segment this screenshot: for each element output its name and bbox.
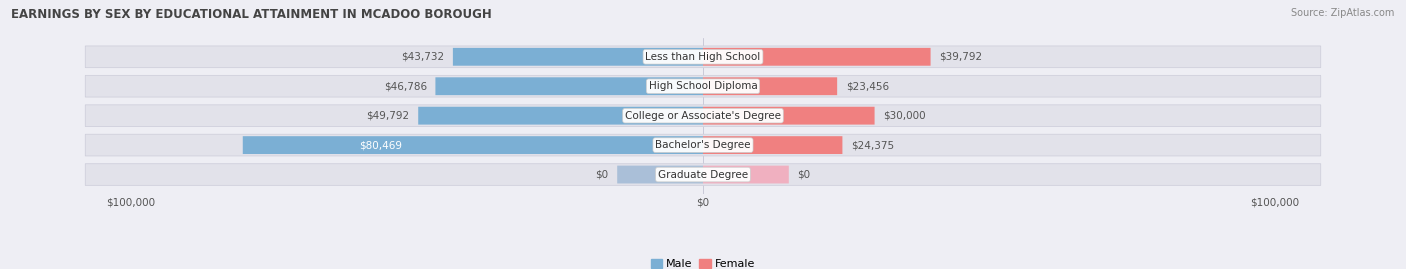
FancyBboxPatch shape [86,75,1320,97]
Text: Bachelor's Degree: Bachelor's Degree [655,140,751,150]
FancyBboxPatch shape [243,136,703,154]
Text: $23,456: $23,456 [846,81,889,91]
Text: EARNINGS BY SEX BY EDUCATIONAL ATTAINMENT IN MCADOO BOROUGH: EARNINGS BY SEX BY EDUCATIONAL ATTAINMEN… [11,8,492,21]
FancyBboxPatch shape [418,107,703,125]
Text: College or Associate's Degree: College or Associate's Degree [626,111,780,121]
FancyBboxPatch shape [436,77,703,95]
Text: $0: $0 [797,169,810,179]
FancyBboxPatch shape [86,134,1320,156]
Text: $24,375: $24,375 [851,140,894,150]
Text: Less than High School: Less than High School [645,52,761,62]
Text: $80,469: $80,469 [360,140,402,150]
Text: $43,732: $43,732 [401,52,444,62]
FancyBboxPatch shape [703,48,931,66]
Text: Graduate Degree: Graduate Degree [658,169,748,179]
FancyBboxPatch shape [453,48,703,66]
FancyBboxPatch shape [86,164,1320,185]
FancyBboxPatch shape [703,136,842,154]
Text: $49,792: $49,792 [367,111,409,121]
Text: $0: $0 [596,169,609,179]
FancyBboxPatch shape [86,105,1320,126]
Legend: Male, Female: Male, Female [647,254,759,269]
FancyBboxPatch shape [703,107,875,125]
FancyBboxPatch shape [703,166,789,183]
FancyBboxPatch shape [617,166,703,183]
Text: $30,000: $30,000 [883,111,925,121]
Text: High School Diploma: High School Diploma [648,81,758,91]
FancyBboxPatch shape [703,77,837,95]
FancyBboxPatch shape [86,46,1320,68]
Text: Source: ZipAtlas.com: Source: ZipAtlas.com [1291,8,1395,18]
Text: $46,786: $46,786 [384,81,427,91]
Text: $39,792: $39,792 [939,52,983,62]
